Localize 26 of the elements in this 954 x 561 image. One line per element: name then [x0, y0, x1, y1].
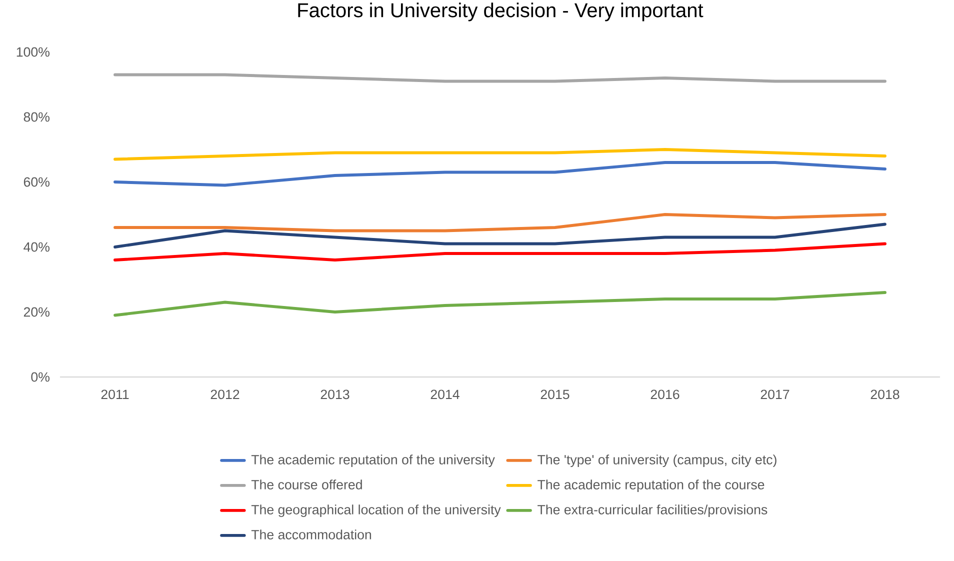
y-tick-label: 100% [16, 47, 50, 57]
chart-title: Factors in University decision - Very important [298, 2, 704, 22]
legend-label: The academic reputation of the university [251, 454, 495, 468]
x-tick-label: 2013 [320, 390, 350, 400]
x-tick-label: 2018 [870, 390, 900, 400]
y-tick-label: 20% [24, 307, 50, 317]
x-tick-label: 2015 [540, 390, 570, 400]
x-tick-label: 2014 [430, 390, 460, 400]
x-tick-label: 2012 [210, 390, 240, 400]
line-series [114, 161, 886, 187]
x-tick-label: 2017 [760, 390, 790, 400]
x-tick-label: 2011 [101, 390, 129, 400]
line-series [114, 213, 886, 232]
y-tick-label: 0% [31, 372, 50, 382]
legend-label: The academic reputation of the course [538, 480, 764, 492]
legend-label: The 'type' of university (campus, city etc) [538, 454, 776, 468]
legend-label: The accommodation [251, 530, 372, 540]
y-tick-label: 40% [24, 242, 50, 252]
line-series [114, 222, 886, 248]
legend-label: The geographical location of the university [251, 504, 501, 518]
legend-label: The extra-curricular facilities/provisions [538, 504, 768, 518]
line-series [114, 291, 886, 317]
y-tick-label: 60% [24, 177, 50, 187]
x-tick-label: 2016 [650, 390, 680, 400]
y-tick-label: 80% [24, 112, 50, 122]
legend-label: The course offered [251, 480, 362, 490]
